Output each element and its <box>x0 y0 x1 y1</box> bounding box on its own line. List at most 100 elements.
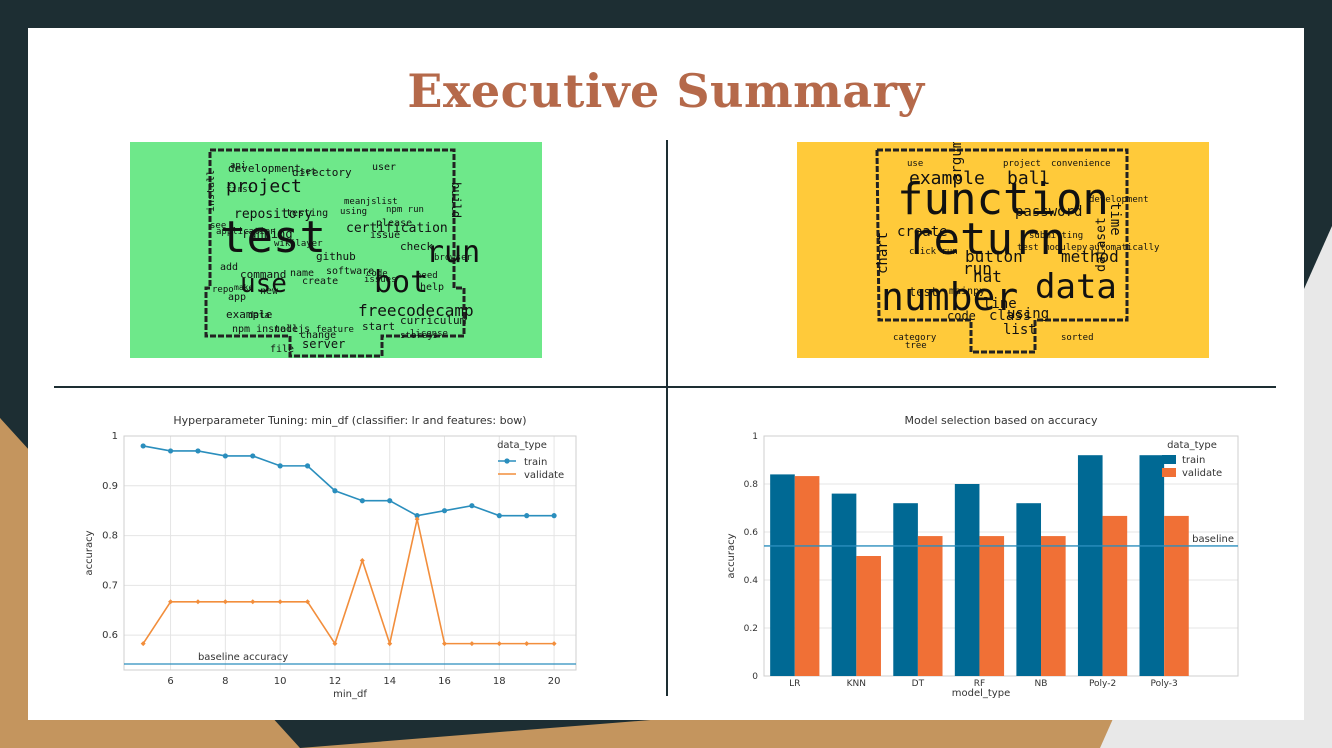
word-cloud-word: use <box>240 269 287 299</box>
word-cloud-word: convenience <box>1051 159 1111 169</box>
word-cloud-word: example <box>226 308 272 321</box>
word-cloud-word: ball <box>1007 168 1050 189</box>
word-cloud-word: use <box>907 159 923 169</box>
word-cloud-word: tree <box>905 341 927 351</box>
data-point-train <box>167 448 174 454</box>
legend-marker-train <box>504 458 510 464</box>
word-cloud-word: sorted <box>1061 333 1094 343</box>
bar-validate <box>794 476 820 676</box>
word-cloud-word: github <box>316 250 356 263</box>
x-tick-label: DT <box>912 679 925 689</box>
legend-title: data_type <box>497 440 547 451</box>
word-cloud-word: player <box>290 239 323 249</box>
word-cloud-word: file <box>270 344 294 355</box>
x-tick-label: 6 <box>167 676 173 687</box>
word-cloud-word: nodejs <box>274 324 310 335</box>
bar-validate <box>979 536 1005 676</box>
word-cloud-word: bot <box>374 265 428 300</box>
y-tick-label: 1 <box>752 432 758 442</box>
series-line-train <box>143 445 555 517</box>
line-chart-min-df: Hyperparameter Tuning: min_df (classifie… <box>80 406 580 706</box>
word-cloud-word: create <box>897 224 948 240</box>
word-cloud-word: project <box>226 176 302 197</box>
x-tick-label: 8 <box>222 676 228 687</box>
word-cloud-word: testing <box>286 208 328 219</box>
word-cloud-word: new <box>260 286 279 297</box>
bar-train <box>770 474 795 676</box>
bar-validate <box>917 536 943 676</box>
y-tick-label: 0.4 <box>744 576 759 586</box>
word-cloud-word: development <box>228 162 301 175</box>
y-tick-label: 0 <box>752 672 758 682</box>
data-point-train <box>304 463 311 469</box>
word-cloud-word: development <box>1089 195 1149 205</box>
word-cloud-word: line <box>983 296 1017 312</box>
word-cloud-word: curriculum <box>400 314 467 327</box>
word-cloud-word: list <box>1003 322 1037 338</box>
bar-validate <box>856 556 881 676</box>
y-axis-label: accuracy <box>84 530 95 575</box>
word-cloud-word: return <box>907 214 1066 265</box>
y-tick-label: 0.6 <box>102 630 118 641</box>
data-point-validate <box>305 599 311 605</box>
word-cloud-word: data <box>248 311 270 321</box>
word-cloud-word: feature <box>316 325 354 335</box>
chart-canvas: Model selection based on accuracy 0 0.2 0.4… <box>726 414 1239 699</box>
word-cloud-word: license <box>410 329 448 339</box>
data-point-train <box>359 498 365 504</box>
word-cloud-word: check <box>400 240 433 253</box>
x-axis-label: model_type <box>952 688 1010 699</box>
word-cloud-word: issues <box>364 275 397 285</box>
word-cloud-word: see <box>210 221 226 231</box>
word-cloud-word: please <box>376 218 412 229</box>
data-point-train <box>496 513 502 519</box>
data-point-validate <box>524 641 530 647</box>
word-cloud-word: directory <box>292 166 352 179</box>
word-cloud-word: npm run <box>386 205 424 215</box>
word-cloud-word: method <box>1061 247 1119 266</box>
word-cloud-word: first <box>226 185 253 195</box>
word-cloud-word: make <box>234 283 253 292</box>
word-cloud-word: add <box>220 262 238 273</box>
word-cloud-word: running <box>242 227 293 241</box>
y-tick-label: 0.7 <box>102 580 118 591</box>
slide-title: Executive Summary <box>407 64 925 118</box>
data-point-validate <box>496 641 502 647</box>
word-cloud-word: server <box>302 337 345 351</box>
bar-chart-model-selection: Model selection based on accuracy 0 0.2 0.4… <box>724 406 1244 706</box>
bar-train <box>831 493 857 676</box>
word-cloud-word: code <box>947 309 976 323</box>
data-point-train <box>140 443 146 449</box>
baseline-label: baseline accuracy <box>198 652 288 663</box>
horizontal-divider <box>54 386 1276 388</box>
slide-card: Executive Summary project test use run bot ex… <box>28 28 1304 720</box>
word-cloud-background <box>797 142 1209 358</box>
data-point-validate <box>140 641 146 647</box>
word-cloud-word: dataset <box>1094 217 1109 272</box>
word-cloud-word: issue <box>370 230 400 241</box>
word-cloud-word: browser <box>434 253 473 263</box>
data-point-train <box>277 463 283 469</box>
word-cloud-word: using <box>1007 306 1049 322</box>
word-cloud-yellow: function return number data example argument c… <box>797 142 1209 358</box>
word-cloud-word: build <box>449 182 463 218</box>
x-tick-label: 16 <box>438 676 451 687</box>
data-point-validate <box>332 641 338 647</box>
x-tick-label: NB <box>1035 679 1048 689</box>
bar-validate <box>1041 536 1066 676</box>
word-cloud-word: run <box>426 235 480 270</box>
data-point-validate <box>277 599 283 605</box>
data-point-validate <box>359 557 365 563</box>
word-cloud-word: button <box>965 247 1023 266</box>
word-cloud-word: help <box>420 282 444 293</box>
word-cloud-word: user <box>372 162 396 173</box>
chart-title: Model selection based on accuracy <box>905 414 1098 427</box>
x-axis-label: min_df <box>333 689 367 700</box>
word-cloud-word: wiki <box>274 239 296 249</box>
data-point-validate <box>387 641 393 647</box>
x-tick-label: KNN <box>847 679 866 689</box>
data-point-train <box>195 448 201 454</box>
word-cloud-word: command <box>240 268 286 281</box>
word-cloud-word: start <box>362 320 395 333</box>
bar-train <box>1139 455 1165 676</box>
